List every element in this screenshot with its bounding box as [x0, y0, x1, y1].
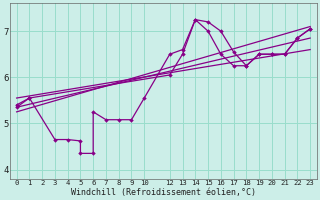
X-axis label: Windchill (Refroidissement éolien,°C): Windchill (Refroidissement éolien,°C): [71, 188, 256, 197]
